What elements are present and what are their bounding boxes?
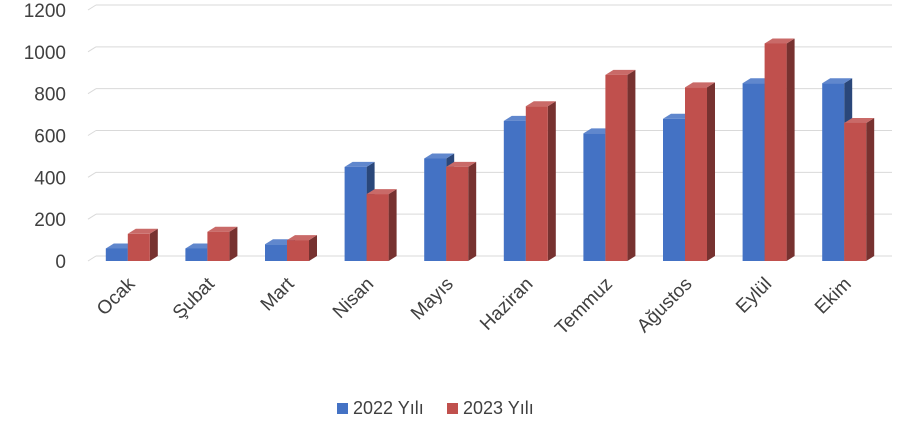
gridline-depth — [87, 171, 97, 178]
bar-front — [764, 43, 787, 261]
gridline-depth — [87, 213, 97, 220]
x-tick-label: Eylül — [732, 274, 776, 318]
bar-front — [503, 120, 526, 261]
bar-side — [707, 82, 715, 262]
bar-side — [627, 69, 636, 261]
bar-side — [309, 235, 317, 261]
bar-top — [366, 189, 397, 195]
bar-top — [844, 117, 875, 123]
gridline-depth — [87, 4, 97, 11]
gridline-depth — [87, 46, 97, 53]
y-tick-label: 600 — [34, 127, 66, 148]
bar-top — [344, 161, 375, 167]
legend-swatch-2023 — [447, 403, 458, 414]
gridline-depth — [87, 88, 97, 95]
x-tick-label: Temmuz — [551, 274, 617, 340]
bar-front — [105, 248, 128, 261]
bar-front — [446, 166, 469, 261]
bar-front — [207, 231, 230, 261]
x-tick-label: Ekim — [811, 274, 856, 319]
bar-2023-Yılı-Şubat — [207, 226, 238, 261]
bar-front — [663, 118, 685, 262]
bar-side — [866, 117, 875, 261]
bars — [105, 38, 875, 262]
bar-2023-Yılı-Temmuz — [605, 69, 636, 261]
bar-front — [424, 158, 447, 261]
bar-front — [685, 87, 707, 262]
bar-top — [127, 228, 158, 234]
bar-top — [605, 69, 636, 75]
bar-front — [344, 166, 367, 261]
legend-swatch-2022 — [337, 403, 348, 414]
bar-front — [822, 83, 845, 261]
gridline-depth — [87, 130, 97, 136]
bar-side — [149, 228, 158, 261]
bar-2023-Yılı-Nisan — [366, 189, 397, 261]
bar-front — [265, 244, 287, 261]
x-tick-label: Ağustos — [633, 274, 696, 337]
x-axis-ticks: Ocak Şubat Mart Nisan Mayıs Haziran Temmuz Ağus… — [93, 273, 856, 339]
y-tick-label: 1200 — [24, 1, 66, 22]
y-tick-label: 1000 — [24, 43, 66, 64]
y-tick-label: 400 — [34, 168, 66, 189]
legend: 2022 Yılı 2023 Yılı — [337, 398, 534, 418]
bar-front — [605, 74, 628, 261]
bar-side — [547, 101, 556, 261]
bar-side — [229, 226, 238, 261]
gridline-depth — [87, 255, 97, 262]
bar-2023-Yılı-Ağustos — [685, 82, 715, 262]
y-tick-label: 200 — [34, 210, 66, 231]
bar-2023-Yılı-Ekim — [844, 117, 875, 261]
bar-front — [525, 106, 548, 261]
x-tick-label: Şubat — [169, 273, 219, 323]
bar-front — [742, 83, 765, 261]
bar-side — [786, 38, 795, 261]
bar-top — [525, 101, 556, 107]
bar-front — [185, 248, 208, 261]
x-tick-label: Mart — [257, 273, 299, 315]
y-tick-label: 0 — [55, 252, 66, 273]
bar-2023-Yılı-Haziran — [525, 101, 556, 261]
bar-top — [764, 38, 795, 44]
bar-2023-Yılı-Mart — [287, 235, 317, 261]
bar-top — [287, 235, 317, 241]
bar-top — [207, 226, 238, 232]
bar-2023-Yılı-Ocak — [127, 228, 158, 261]
legend-label-2022: 2022 Yılı — [353, 398, 424, 418]
x-tick-label: Ocak — [93, 273, 140, 320]
x-tick-label: Haziran — [476, 274, 537, 335]
bar-top — [685, 82, 715, 88]
bar-2023-Yılı-Eylül — [764, 38, 795, 261]
y-axis-ticks: 0 200 400 600 800 1000 1200 — [24, 1, 66, 273]
bar-front — [844, 122, 867, 261]
bar-front — [583, 133, 606, 261]
x-tick-label: Nisan — [329, 274, 378, 323]
bar-top — [424, 153, 455, 159]
bar-front — [127, 233, 150, 261]
x-tick-label: Mayıs — [407, 274, 458, 325]
bar-top — [446, 161, 477, 167]
bar-front — [366, 194, 389, 261]
legend-label-2023: 2023 Yılı — [463, 398, 534, 418]
bar-front — [287, 240, 309, 261]
bar-side — [388, 189, 397, 261]
y-tick-label: 800 — [34, 85, 66, 106]
bar-top — [822, 78, 853, 84]
bar-2023-Yılı-Mayıs — [446, 161, 477, 261]
bar-side — [468, 161, 477, 261]
